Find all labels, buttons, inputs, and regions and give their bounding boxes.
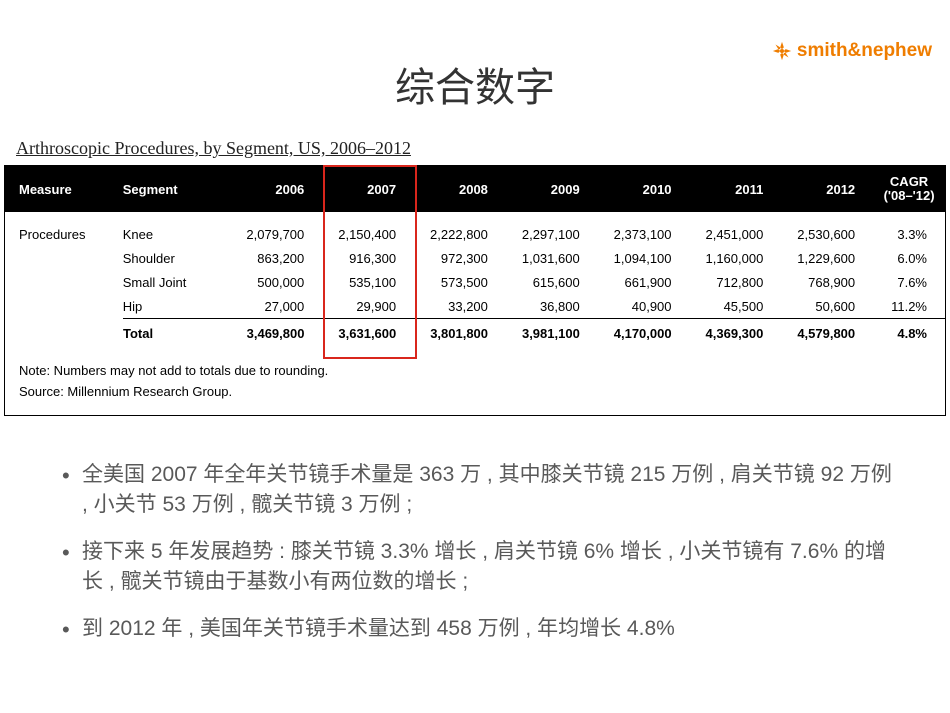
cell: 712,800	[690, 275, 782, 290]
data-table: Measure Segment 2006 2007 2008 2009 2010…	[4, 165, 946, 416]
cell: 36,800	[506, 299, 598, 314]
cell-segment: Hip	[123, 299, 231, 314]
total-cell: 3,981,100	[506, 326, 598, 341]
cell: 1,160,000	[690, 251, 782, 266]
cell: 2,150,400	[322, 227, 414, 242]
header-year: 2011	[690, 182, 782, 197]
brand-text: smith&nephew	[797, 40, 932, 62]
cell: 972,300	[414, 251, 506, 266]
table-row: Hip 27,000 29,900 33,200 36,800 40,900 4…	[5, 294, 945, 318]
total-cell: 4,170,000	[598, 326, 690, 341]
cell: 535,100	[322, 275, 414, 290]
header-year: 2008	[414, 182, 506, 197]
header-year: 2012	[781, 182, 873, 197]
note-source: Source: Millennium Research Group.	[19, 382, 931, 403]
cell: 29,900	[322, 299, 414, 314]
cell: 661,900	[598, 275, 690, 290]
cell: 615,600	[506, 275, 598, 290]
cell: 2,079,700	[230, 227, 322, 242]
cell-cagr: 6.0%	[873, 251, 945, 266]
table-total-row: Total 3,469,800 3,631,600 3,801,800 3,98…	[123, 318, 945, 347]
cell: 33,200	[414, 299, 506, 314]
bullet-list: 全美国 2007 年全年关节镜手术量是 363 万 , 其中膝关节镜 215 万…	[56, 460, 896, 660]
total-cell: 3,631,600	[322, 326, 414, 341]
brand-icon	[771, 40, 793, 62]
cell: 1,031,600	[506, 251, 598, 266]
table-row: Procedures Knee 2,079,700 2,150,400 2,22…	[5, 222, 945, 246]
table-row: Shoulder 863,200 916,300 972,300 1,031,6…	[5, 246, 945, 270]
cell: 863,200	[230, 251, 322, 266]
bullet-item: 到 2012 年 , 美国年关节镜手术量达到 458 万例 , 年均增长 4.8…	[56, 614, 896, 644]
cell: 2,222,800	[414, 227, 506, 242]
header-cagr-l2: ('08–'12)	[884, 188, 935, 203]
total-label: Total	[123, 326, 231, 341]
spacer	[5, 212, 945, 222]
total-cell: 4,579,800	[781, 326, 873, 341]
header-cagr: CAGR ('08–'12)	[873, 175, 945, 204]
total-cell: 4,369,300	[690, 326, 782, 341]
total-cell: 3,801,800	[414, 326, 506, 341]
table-row: Small Joint 500,000 535,100 573,500 615,…	[5, 270, 945, 294]
cell: 500,000	[230, 275, 322, 290]
total-cell: 3,469,800	[231, 326, 323, 341]
cell: 1,229,600	[781, 251, 873, 266]
cell: 2,530,600	[781, 227, 873, 242]
cell-segment: Small Joint	[123, 275, 231, 290]
cell-cagr: 7.6%	[873, 275, 945, 290]
page: 综合数字 smith&nephew Arthroscopic Procedure…	[0, 0, 950, 713]
bullet-item: 接下来 5 年发展趋势 : 膝关节镜 3.3% 增长 , 肩关节镜 6% 增长 …	[56, 537, 896, 598]
cell: 27,000	[230, 299, 322, 314]
cell: 1,094,100	[598, 251, 690, 266]
cell: 2,451,000	[690, 227, 782, 242]
header-year: 2009	[506, 182, 598, 197]
cell-cagr: 3.3%	[873, 227, 945, 242]
header-year: 2010	[598, 182, 690, 197]
cell: 573,500	[414, 275, 506, 290]
bullet-item: 全美国 2007 年全年关节镜手术量是 363 万 , 其中膝关节镜 215 万…	[56, 460, 896, 521]
total-cagr: 4.8%	[873, 326, 945, 341]
cell: 2,297,100	[506, 227, 598, 242]
header-year: 2006	[230, 182, 322, 197]
cell: 916,300	[322, 251, 414, 266]
header-segment: Segment	[123, 182, 231, 197]
table-notes: Note: Numbers may not add to totals due …	[5, 347, 945, 415]
cell: 2,373,100	[598, 227, 690, 242]
measure-label: Procedures	[5, 227, 123, 242]
table-header-row: Measure Segment 2006 2007 2008 2009 2010…	[5, 166, 945, 212]
cell-cagr: 11.2%	[873, 299, 945, 314]
page-title: 综合数字	[0, 55, 950, 113]
cell-segment: Shoulder	[123, 251, 231, 266]
cell: 40,900	[598, 299, 690, 314]
brand-logo: smith&nephew	[771, 40, 932, 62]
cell: 45,500	[690, 299, 782, 314]
header-year: 2007	[322, 182, 414, 197]
header-measure: Measure	[5, 182, 123, 197]
cell: 768,900	[781, 275, 873, 290]
table-caption: Arthroscopic Procedures, by Segment, US,…	[16, 138, 411, 159]
cell: 50,600	[781, 299, 873, 314]
note-rounding: Note: Numbers may not add to totals due …	[19, 361, 931, 382]
header-cagr-l1: CAGR	[890, 174, 928, 189]
cell-segment: Knee	[123, 227, 231, 242]
